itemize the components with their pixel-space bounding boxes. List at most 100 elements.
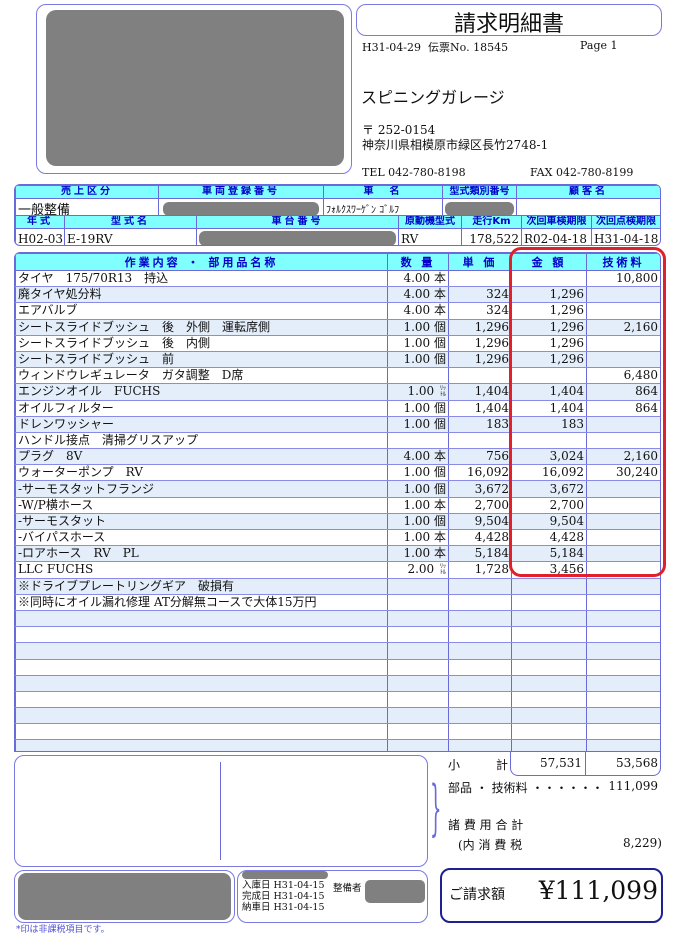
qty-value: 4.00 (403, 287, 431, 302)
parts-tech-label: 部品 ・ 技術料 ・・・・・・ (448, 781, 604, 795)
item-qty (387, 577, 449, 595)
tax-value: 8,229) (622, 836, 662, 850)
item-qty: 1.00 個 (387, 399, 449, 417)
qty-value: 1.00 (403, 400, 431, 415)
item-price (448, 707, 512, 725)
item-amount (511, 707, 587, 725)
item-qty: 4.00 本 (387, 302, 449, 320)
item-name (15, 674, 388, 692)
table-row (15, 658, 660, 676)
qty-unit: 個 (433, 352, 446, 367)
item-tech: 864 (586, 383, 660, 401)
document-title: 請求明細書 (453, 12, 564, 37)
qty-unit: 個 (433, 465, 446, 480)
qty-value: 1.00 (403, 319, 431, 334)
table-row: エアバルブ 4.00 本 324 1,296 (15, 302, 660, 320)
qty-unit: 本 (433, 287, 446, 302)
vh-registration: 車両登録番号 (158, 185, 324, 199)
item-qty: 1.00 個 (387, 334, 449, 352)
qty-unit: 本 (433, 303, 446, 318)
mechanic-label: 整備者 (333, 883, 362, 894)
item-name: ※ドライブプレートリングギア 破損有 (15, 577, 388, 595)
invoice-total-box (440, 868, 663, 923)
item-qty (387, 674, 449, 692)
item-qty: 4.00 本 (387, 269, 449, 288)
item-qty (387, 609, 449, 628)
title-frame (356, 4, 662, 36)
item-name (15, 642, 388, 660)
item-price (448, 609, 512, 628)
item-qty (387, 723, 449, 741)
item-tech: 6,480 (586, 367, 660, 385)
item-name: -W/P横ホース (15, 496, 388, 514)
qty-value: 1.00 (403, 497, 431, 512)
item-amount (511, 658, 587, 676)
vh-model: 型式名 (64, 215, 197, 229)
vh-car-name: 車 名 (323, 185, 443, 199)
vh-next-inspection: 次回車検期限 (521, 215, 592, 229)
table-row (15, 642, 660, 660)
qty-unit: 個 (433, 513, 446, 528)
qty-value: 2.00 (407, 562, 435, 577)
table-row: ※同時にオイル漏れ修理 AT分解無コースで大体15万円 (15, 593, 660, 611)
qty-value: 1.00 (403, 416, 431, 431)
slip-no-label: 伝票No. (428, 41, 470, 54)
item-qty: 4.00 本 (387, 286, 449, 304)
redacted-customer-info (46, 10, 344, 166)
dates-block: 入庫日 H31-04-15 完成日 H31-04-15 納車日 H31-04-1… (242, 880, 325, 913)
item-tech (586, 545, 660, 563)
qty-value: 1.00 (403, 352, 431, 367)
item-amount (511, 577, 587, 595)
item-amount (511, 642, 587, 660)
expenses-label: 諸 費 用 合 計 (448, 818, 524, 832)
item-amount (511, 690, 587, 709)
item-price: 1,728 (448, 561, 512, 579)
item-name: エアバルブ (15, 302, 388, 320)
item-amount (511, 674, 587, 692)
table-row: ウォーターポンプ RV 1.00 個 16,092 16,092 30,240 (15, 464, 660, 482)
subtotal-amount: 57,531 (540, 756, 582, 770)
item-tech (586, 674, 660, 692)
item-qty (387, 642, 449, 660)
engine: RV (398, 228, 462, 245)
parts-tech-value: 111,099 (608, 779, 658, 793)
item-name: プラグ 8V (15, 448, 388, 466)
item-amount (511, 593, 587, 611)
item-name: エンジンオイル FUCHS (15, 383, 388, 401)
table-row: -ロアホース RV PL 1.00 本 5,184 5,184 (15, 545, 660, 563)
item-name: -サーモスタット (15, 512, 388, 531)
item-price (448, 642, 512, 660)
qty-unit: 個 (433, 416, 446, 431)
vh-engine: 原動機型式 (398, 215, 462, 229)
table-row: タイヤ 175/70R13 持込 4.00 本 10,800 (15, 269, 660, 288)
next-check: H31-04-18 (591, 228, 660, 245)
qty-value: 4.00 (403, 271, 431, 286)
item-price: 756 (448, 448, 512, 466)
item-amount: 3,672 (511, 480, 587, 498)
item-price (448, 431, 512, 450)
item-name: 廃タイヤ処分料 (15, 286, 388, 304)
qty-value: 1.00 (403, 513, 431, 528)
notes-divider (220, 762, 221, 860)
item-price (448, 739, 512, 751)
qty-value: 1.00 (403, 530, 431, 545)
shop-fax: FAX 042-780-8199 (530, 166, 634, 179)
item-name: ドレンワッシャー (15, 415, 388, 433)
item-name: シートスライドブッシュ 後 内側 (15, 334, 388, 352)
vh-mileage: 走行Km (461, 215, 522, 229)
item-qty: 1.00 個 (387, 464, 449, 482)
item-qty: 4.00 本 (387, 448, 449, 466)
item-qty: 1.00 ﾘｯﾄﾙ (387, 383, 449, 401)
qty-unit: 個 (433, 319, 446, 334)
mileage: 178,522 (461, 228, 522, 245)
doc-meta: H31-04-29 伝票No. 18545 (362, 39, 508, 55)
item-price (448, 593, 512, 611)
item-tech (586, 512, 660, 531)
shop-address: 神奈川県相模原市緑区長竹2748-1 (362, 138, 549, 152)
items-table: 作業内容 ・ 部用品名称 数 量 単 価 金 額 技術料 タイヤ 175/70R… (14, 252, 661, 752)
item-tech (586, 577, 660, 595)
item-name: シートスライドブッシュ 前 (15, 350, 388, 369)
item-name: ハンドル接点 清掃グリスアップ (15, 431, 388, 450)
qty-unit: 個 (433, 335, 446, 350)
redacted-stamp (18, 873, 231, 920)
